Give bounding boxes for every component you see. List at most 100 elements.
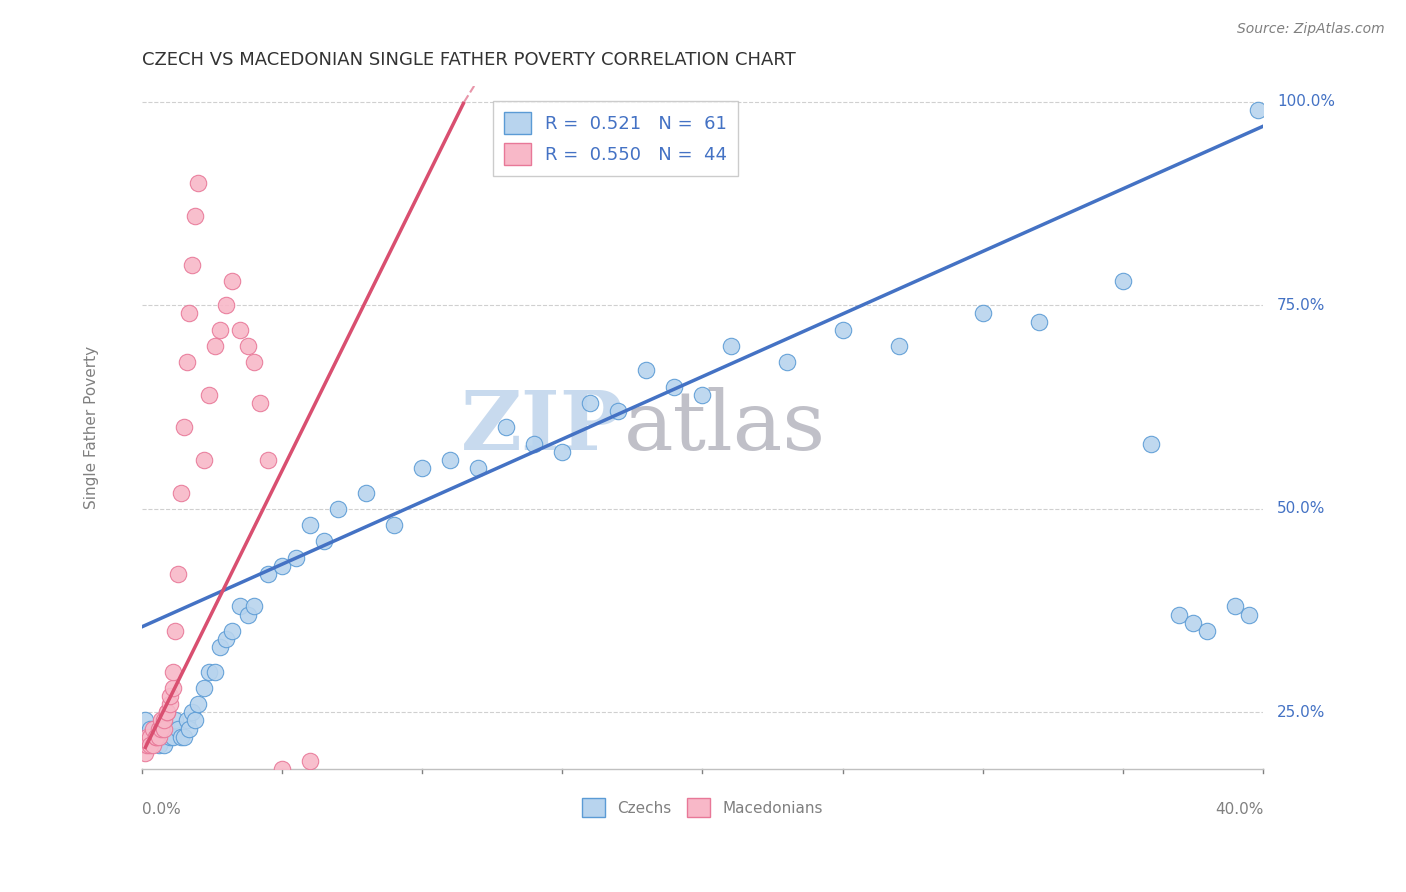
Point <box>831 323 853 337</box>
Point <box>221 274 243 288</box>
Point <box>664 380 686 394</box>
Point <box>179 722 201 736</box>
Point <box>1197 624 1219 638</box>
Point <box>209 640 232 655</box>
Text: Single Father Poverty: Single Father Poverty <box>84 346 98 509</box>
Point <box>187 697 209 711</box>
Point <box>148 722 170 736</box>
Point <box>1140 436 1163 450</box>
Point <box>170 730 193 744</box>
Point <box>176 355 198 369</box>
Point <box>170 485 193 500</box>
Point <box>439 453 461 467</box>
Point <box>181 706 204 720</box>
Point <box>176 714 198 728</box>
Point <box>139 722 162 736</box>
Point <box>720 339 742 353</box>
Point <box>775 355 797 369</box>
Point <box>193 681 215 695</box>
Point <box>136 730 159 744</box>
Point <box>229 323 252 337</box>
Point <box>411 461 433 475</box>
Point <box>1223 599 1246 614</box>
Point <box>229 599 252 614</box>
Text: atlas: atlas <box>624 387 827 467</box>
Point <box>156 706 179 720</box>
Point <box>153 722 176 736</box>
Point <box>204 339 226 353</box>
Point <box>173 730 195 744</box>
Point <box>579 396 602 410</box>
Point <box>312 534 335 549</box>
Point <box>193 453 215 467</box>
Point <box>162 681 184 695</box>
Point <box>607 404 630 418</box>
Point <box>156 706 179 720</box>
Point <box>165 624 187 638</box>
Point <box>257 453 280 467</box>
Point <box>139 738 162 752</box>
Point <box>159 697 181 711</box>
Point <box>181 258 204 272</box>
Point <box>249 396 271 410</box>
Point <box>150 714 173 728</box>
Point <box>134 738 156 752</box>
Point <box>238 607 260 622</box>
Point <box>692 388 714 402</box>
Point <box>382 518 405 533</box>
Point <box>204 665 226 679</box>
Point <box>354 485 377 500</box>
Point <box>1237 607 1260 622</box>
Point <box>142 722 165 736</box>
Point <box>134 714 156 728</box>
Point <box>150 730 173 744</box>
Point <box>136 738 159 752</box>
Point <box>215 632 238 646</box>
Point <box>243 599 266 614</box>
Point <box>148 738 170 752</box>
Point <box>187 176 209 190</box>
Text: 100.0%: 100.0% <box>1277 95 1336 110</box>
Point <box>162 665 184 679</box>
Point <box>271 558 294 573</box>
Text: 75.0%: 75.0% <box>1277 298 1326 313</box>
Point <box>215 298 238 312</box>
Text: 40.0%: 40.0% <box>1215 802 1263 817</box>
Point <box>162 730 184 744</box>
Point <box>467 461 489 475</box>
Text: 0.0%: 0.0% <box>142 802 180 817</box>
Point <box>1168 607 1191 622</box>
Text: 25.0%: 25.0% <box>1277 705 1326 720</box>
Point <box>1112 274 1135 288</box>
Point <box>221 624 243 638</box>
Text: ZIP: ZIP <box>461 387 624 467</box>
Point <box>159 730 181 744</box>
Point <box>184 714 207 728</box>
Point <box>1028 315 1050 329</box>
Point <box>145 730 167 744</box>
Point <box>167 722 190 736</box>
Point <box>285 550 308 565</box>
Text: Source: ZipAtlas.com: Source: ZipAtlas.com <box>1237 22 1385 37</box>
Point <box>179 306 201 320</box>
Point <box>1182 615 1205 630</box>
Point <box>972 306 994 320</box>
Point <box>198 665 221 679</box>
Point <box>142 730 165 744</box>
Point <box>551 445 574 459</box>
Point <box>238 339 260 353</box>
Legend: Czechs, Macedonians: Czechs, Macedonians <box>576 792 828 823</box>
Point <box>142 738 165 752</box>
Point <box>523 436 546 450</box>
Point <box>150 722 173 736</box>
Point <box>139 730 162 744</box>
Point <box>271 762 294 776</box>
Point <box>299 754 322 768</box>
Point <box>495 420 517 434</box>
Point <box>145 730 167 744</box>
Point <box>153 738 176 752</box>
Point <box>156 722 179 736</box>
Text: CZECH VS MACEDONIAN SINGLE FATHER POVERTY CORRELATION CHART: CZECH VS MACEDONIAN SINGLE FATHER POVERT… <box>142 51 796 69</box>
Point <box>887 339 910 353</box>
Point <box>148 730 170 744</box>
